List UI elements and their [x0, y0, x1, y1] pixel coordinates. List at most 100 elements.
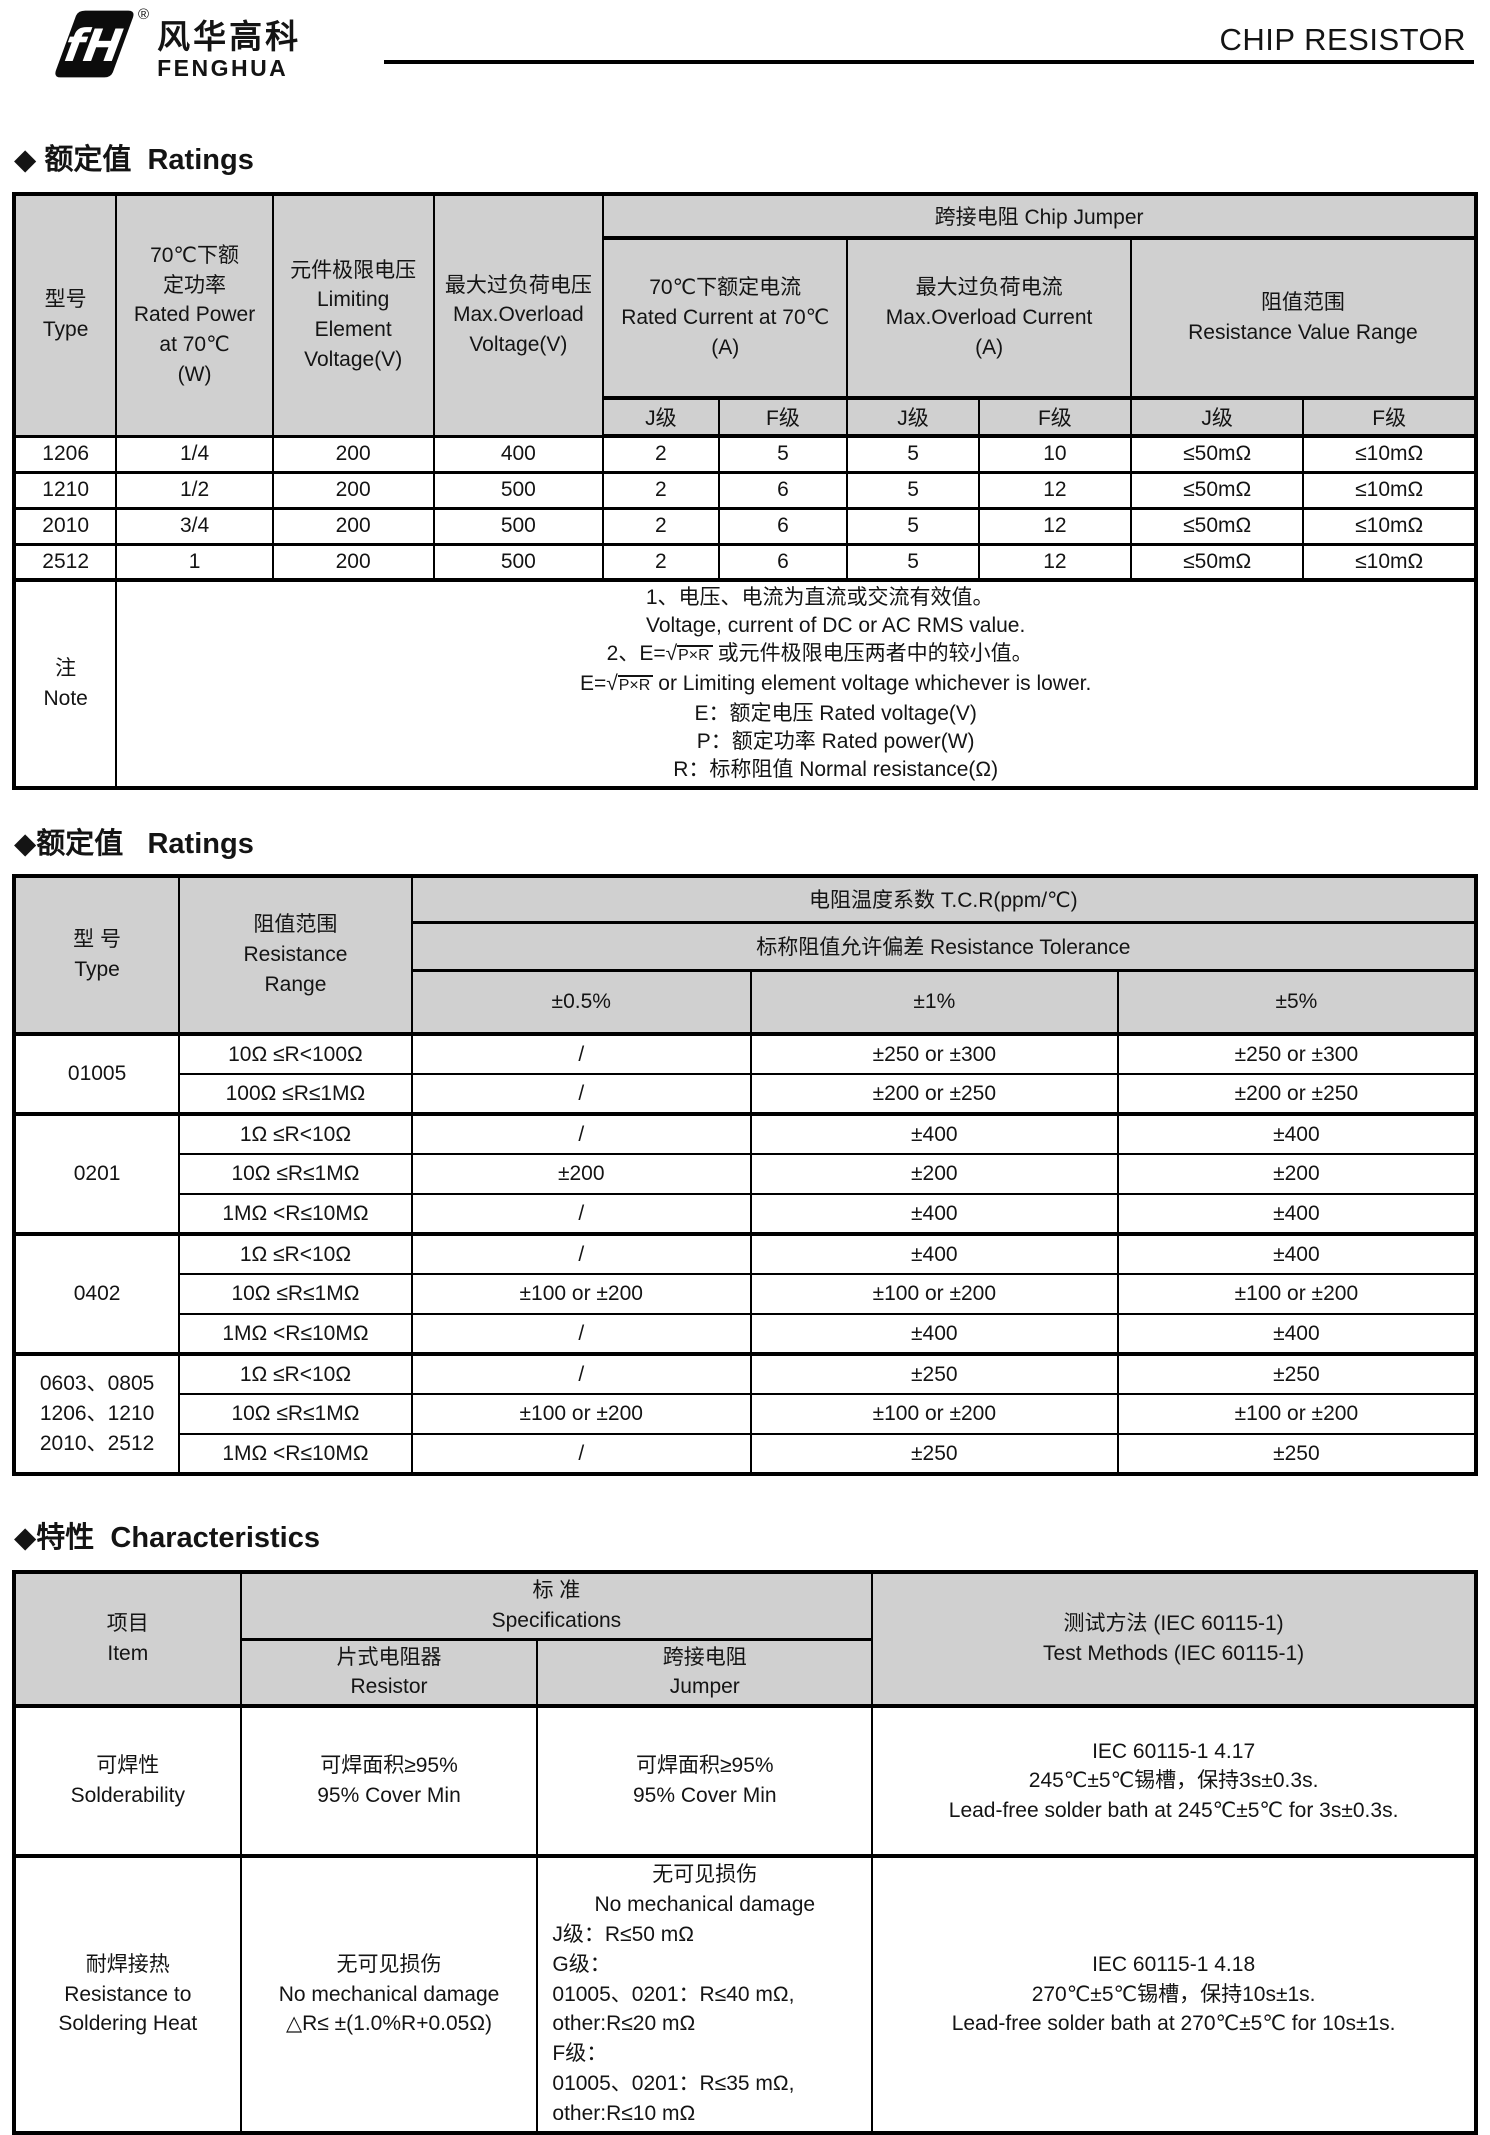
cell-tcr-5: ±400: [1116, 1193, 1478, 1235]
cell-range: 1Ω ≤R<10Ω: [178, 1232, 413, 1275]
col-header-type: 型 号 Type: [12, 875, 181, 1036]
cell-tcr-05: /: [410, 1193, 752, 1235]
note-line-1-en: Voltage, current of DC or AC RMS value.: [645, 614, 1026, 637]
cell-tcr-1: ±200 or ±250: [749, 1073, 1119, 1115]
cell-overload-current-j: 5: [846, 470, 980, 509]
col-header-tol-1: ±1%: [749, 969, 1119, 1036]
cell-resistance-f: ≤10mΩ: [1302, 470, 1477, 509]
note-line-2-en: E=√P×R or Limiting element voltage whiche…: [579, 672, 1092, 695]
cell-tcr-1: ±250 or ±300: [749, 1032, 1119, 1075]
cell-overload-voltage: 400: [432, 434, 605, 473]
cell-resistance-j: ≤50mΩ: [1129, 470, 1305, 509]
cell-resistance-j: ≤50mΩ: [1129, 434, 1305, 473]
note-line-e: E：额定电压 Rated voltage(V): [694, 702, 977, 725]
cell-overload-current-f: 12: [977, 470, 1132, 509]
cell-type: 2010: [12, 506, 118, 545]
section-title-characteristics: ◆特性 Characteristics: [14, 1522, 320, 1554]
cell-limiting-voltage: 200: [271, 434, 435, 473]
cell-limiting-voltage: 200: [271, 470, 435, 509]
cell-tcr-05: /: [410, 1313, 752, 1355]
ratings-table-2: 型 号 Type 阻值范围 Resistance Range 电阻温度系数 T.…: [12, 874, 1478, 1476]
table-row: J级 F级 J级 F级 J级 F级: [14, 397, 1477, 438]
cell-tcr-1: ±400: [749, 1232, 1119, 1275]
cell-tcr-05: ±100 or ±200: [410, 1393, 752, 1435]
cell-range: 1Ω ≤R<10Ω: [178, 1352, 413, 1395]
cell-range: 10Ω ≤R≤1MΩ: [178, 1273, 413, 1315]
table-row: 1MΩ <R≤10MΩ / ±250 ±250: [14, 1433, 1478, 1475]
table-row: 1MΩ <R≤10MΩ / ±400 ±400: [14, 1313, 1478, 1355]
cell-rated-current-j: 2: [602, 542, 720, 581]
col-header-overload-current: 最大过负荷电流 Max.Overload Current (A): [846, 237, 1132, 400]
cell-resistance-f: ≤10mΩ: [1302, 506, 1477, 545]
brand-chinese: 风华高科: [157, 18, 302, 55]
cell-rated-current-f: 6: [717, 542, 849, 581]
cell-rated-power: 1/2: [115, 470, 274, 509]
cell-rated-current-f: 5: [717, 434, 849, 473]
brand-text: 风华高科 FENGHUA: [157, 20, 301, 83]
cell-range: 1Ω ≤R<10Ω: [178, 1112, 413, 1155]
cell-range: 100Ω ≤R≤1MΩ: [178, 1073, 413, 1115]
table-row: 1210 1/2 200 500 2 6 5 12 ≤50mΩ ≤10mΩ: [12, 470, 1477, 509]
table-row: 10Ω ≤R≤1MΩ ±100 or ±200 ±100 or ±200 ±10…: [14, 1273, 1478, 1315]
table-row: 型号 Type 70℃下额 定功率 Rated Power at 70℃ (W)…: [12, 193, 1477, 437]
cell-tcr-1: ±100 or ±200: [749, 1273, 1119, 1315]
cell-tcr-05: /: [410, 1232, 752, 1275]
header-rule: [384, 60, 1474, 64]
cell-tcr-5: ±400: [1116, 1112, 1478, 1155]
page-header: fH ® 风华高科 FENGHUA CHIP RESISTOR: [12, 0, 1478, 100]
col-header-tcr: 电阻温度系数 T.C.R(ppm/℃): [410, 875, 1478, 924]
characteristics-table: 项目 Item 标 准 Specifications 测试方法 (IEC 601…: [12, 1570, 1478, 2135]
table-row: 0603、0805 1206、1210 2010、2512 1Ω ≤R<10Ω …: [12, 1352, 1478, 1475]
cell-spec-resistor: 无可见损伤 No mechanical damage △R≤ ±(1.0%R+0…: [239, 1854, 539, 2134]
table-row: 2512 1 200 500 2 6 5 12 ≤50mΩ ≤10mΩ: [12, 542, 1477, 581]
cell-rated-current-j: 2: [602, 470, 720, 509]
col-header-item: 项目 Item: [13, 1570, 242, 1708]
col-header-limiting-voltage: 元件极限电压 Limiting Element Voltage(V): [271, 193, 435, 437]
table-row: 10Ω ≤R≤1MΩ ±100 or ±200 ±100 or ±200 ±10…: [14, 1393, 1478, 1435]
cell-tcr-5: ±100 or ±200: [1116, 1393, 1478, 1435]
cell-tcr-1: ±400: [749, 1112, 1119, 1155]
cell-type-group: 01005: [12, 1032, 181, 1115]
cell-tcr-5: ±400: [1116, 1232, 1478, 1275]
cell-spec-jumper: 可焊面积≥95% 95% Cover Min: [536, 1704, 874, 1858]
note-content: 1、电压、电流为直流或交流有效值。 Voltage, current of DC…: [115, 578, 1477, 789]
section-title-ratings-1: ◆ 额定值 Ratings: [14, 144, 254, 176]
cell-item-solderability: 可焊性 Solderability: [13, 1704, 242, 1858]
cell-rated-current-f: 6: [717, 506, 849, 545]
cell-limiting-voltage: 200: [271, 542, 435, 581]
cell-type: 2512: [12, 542, 118, 581]
table-row: 项目 Item 标 准 Specifications 测试方法 (IEC 601…: [13, 1570, 1477, 1708]
note-line-1-zh: 1、电压、电流为直流或交流有效值。: [645, 586, 994, 609]
ratings-table-1: 型号 Type 70℃下额 定功率 Rated Power at 70℃ (W)…: [12, 192, 1478, 790]
cell-tcr-5: ±400: [1116, 1313, 1478, 1355]
col-header-rated-current: 70℃下额定电流 Rated Current at 70℃ (A): [602, 237, 849, 400]
registered-trademark: ®: [138, 6, 150, 23]
jumper-spec-body: J级：R≤50 mΩ G级： 01005、0201：R≤40 mΩ, other…: [552, 1922, 795, 2125]
cell-range: 1MΩ <R≤10MΩ: [178, 1193, 413, 1235]
cell-tcr-1: ±200: [749, 1153, 1119, 1195]
section-title-ratings-2: ◆额定值 Ratings: [14, 828, 254, 860]
note-line-r: R：标称阻值 Normal resistance(Ω): [673, 758, 999, 781]
table-row: 片式电阻器 Resistor 跨接电阻 Jumper: [14, 1638, 1476, 1709]
jumper-spec-head: 无可见损伤 No mechanical damage: [594, 1863, 816, 1917]
cell-range: 1MΩ <R≤10MΩ: [178, 1313, 413, 1355]
sqrt-sign: √: [665, 642, 678, 665]
col-header-grade-j: J级: [846, 397, 980, 438]
col-header-resistance-range: 阻值范围 Resistance Range: [178, 875, 413, 1036]
cell-resistance-j: ≤50mΩ: [1129, 506, 1305, 545]
cell-overload-current-j: 5: [846, 542, 980, 581]
svg-text:fH: fH: [60, 19, 126, 72]
cell-tcr-1: ±100 or ±200: [749, 1393, 1119, 1435]
cell-tcr-05: /: [410, 1073, 752, 1115]
col-header-grade-f: F级: [1302, 397, 1477, 438]
table-row: 1206 1/4 200 400 2 5 5 10 ≤50mΩ ≤10mΩ: [12, 434, 1477, 473]
col-header-chip-jumper: 跨接电阻 Chip Jumper: [602, 193, 1477, 240]
cell-overload-voltage: 500: [432, 542, 605, 581]
table-row: 注 Note 1、电压、电流为直流或交流有效值。 Voltage, curren…: [12, 578, 1477, 789]
col-header-resistance-range: 阻值范围 Resistance Value Range: [1129, 237, 1478, 400]
col-header-grade-j: J级: [1129, 397, 1305, 438]
cell-overload-current-f: 12: [977, 542, 1132, 581]
cell-item-soldering-heat: 耐焊接热 Resistance to Soldering Heat: [13, 1854, 242, 2134]
cell-type-group: 0402: [12, 1232, 181, 1355]
